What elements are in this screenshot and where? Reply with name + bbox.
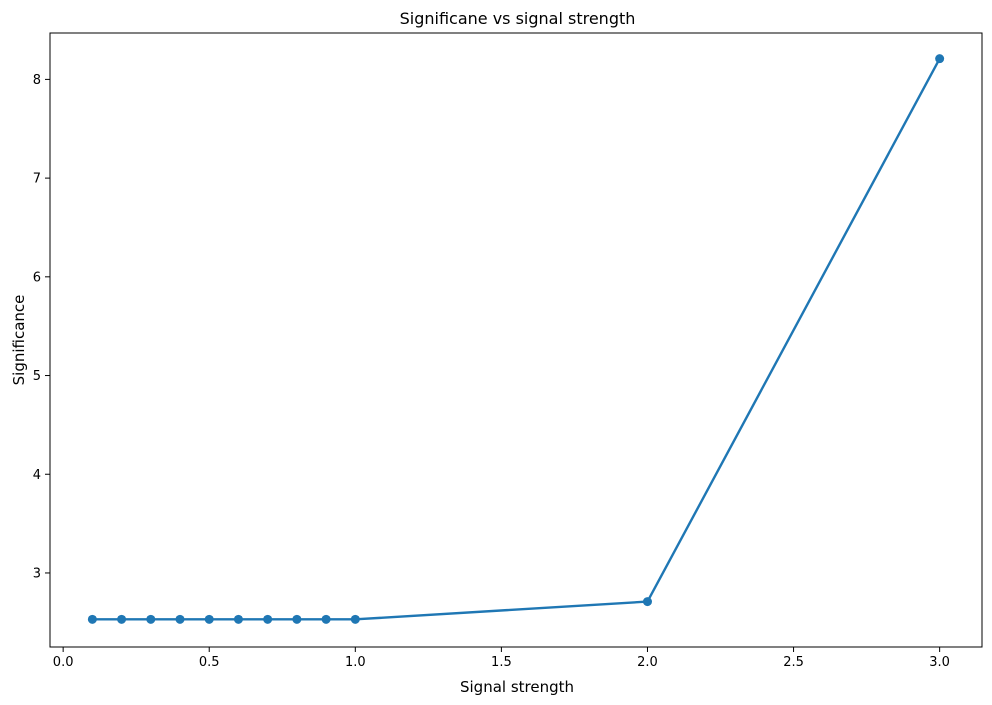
y-tick-label: 4: [33, 468, 41, 483]
chart-title: Significane vs signal strength: [400, 9, 636, 28]
x-tick-label: 0.5: [199, 655, 220, 670]
x-tick-label: 2.0: [637, 655, 658, 670]
x-axis: 0.0 0.5 1.0 1.5 2.0 2.5 3.0: [53, 647, 950, 670]
data-point: [292, 614, 302, 624]
x-tick-label: 0.0: [53, 655, 74, 670]
series-layer: [87, 54, 945, 624]
data-point: [87, 614, 97, 624]
y-tick-label: 7: [33, 172, 41, 187]
plot-area: [49, 32, 983, 648]
data-point: [146, 614, 156, 624]
series-line: [91, 57, 941, 621]
y-tick-label: 3: [33, 566, 41, 581]
data-point: [233, 614, 243, 624]
data-point: [175, 614, 185, 624]
data-point: [350, 614, 360, 624]
y-tick-label: 6: [33, 270, 41, 285]
x-tick-label: 2.5: [783, 655, 804, 670]
x-tick-label: 1.5: [491, 655, 512, 670]
y-axis: 3 4 5 6 7 8: [33, 73, 50, 581]
data-point: [263, 614, 273, 624]
y-tick-label: 5: [33, 369, 41, 384]
x-tick-label: 3.0: [929, 655, 950, 670]
data-point: [935, 54, 945, 64]
x-tick-label: 1.0: [345, 655, 366, 670]
x-axis-label: Signal strength: [460, 678, 574, 696]
data-point: [204, 614, 214, 624]
y-axis-label: Significance: [10, 295, 28, 386]
data-point: [321, 614, 331, 624]
data-point: [117, 614, 127, 624]
y-tick-label: 8: [33, 73, 41, 88]
data-point: [642, 597, 652, 607]
